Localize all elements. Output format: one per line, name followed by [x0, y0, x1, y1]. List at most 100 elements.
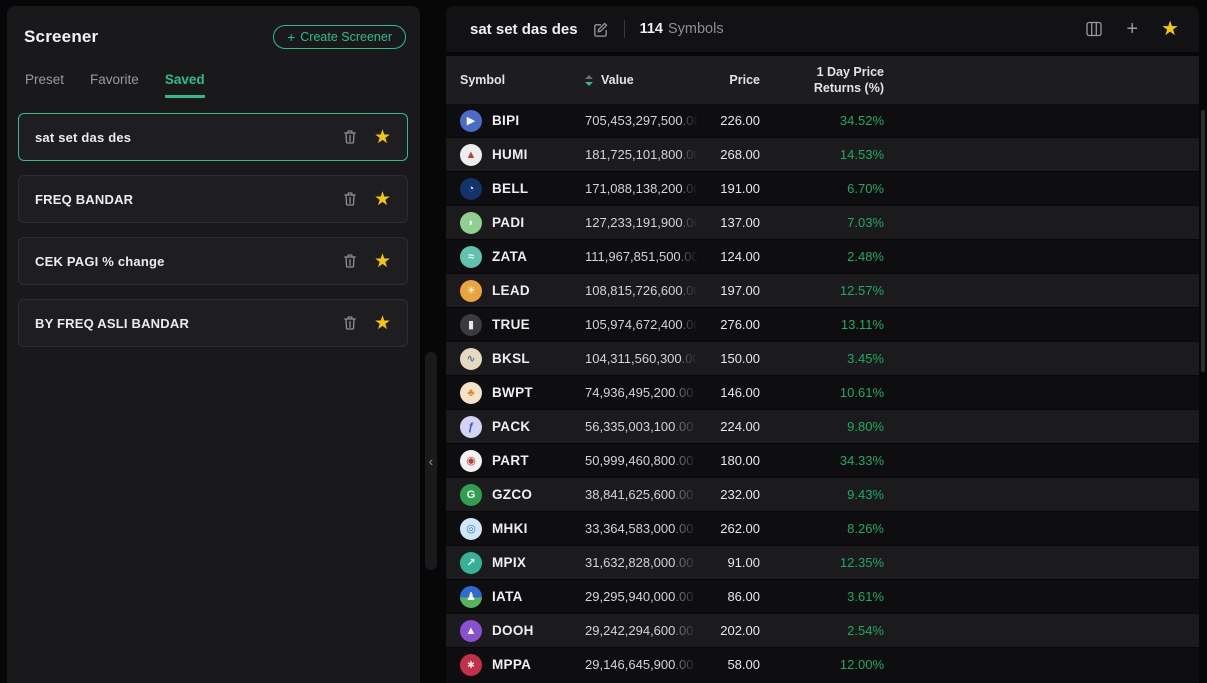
price-cell: 268.00 — [720, 147, 760, 162]
symbol-name: TRUE — [492, 317, 530, 332]
screener-tabs: Preset Favorite Saved — [7, 49, 420, 98]
favorite-star-icon[interactable]: ★ — [373, 126, 391, 148]
sidebar-collapse-handle[interactable]: ‹ — [425, 352, 437, 570]
value-cell: 29,295,940,000.00 — [585, 580, 697, 613]
value-cell: 111,967,851,500.00 — [585, 240, 697, 273]
screener-item-label: sat set das des — [35, 129, 132, 145]
value-cell: 705,453,297,500.00 — [585, 104, 697, 137]
symbol-name: PART — [492, 453, 529, 468]
favorite-star-icon[interactable]: ★ — [373, 312, 391, 334]
symbol-logo-icon: ∗ — [460, 653, 482, 676]
symbol-cell: ♣ BWPT — [460, 376, 533, 409]
symbol-cell: ◉ PART — [460, 444, 529, 477]
symbol-cell: ◔ BELL — [460, 172, 528, 205]
favorite-star-icon[interactable]: ★ — [1161, 18, 1179, 40]
table-row[interactable]: ◉ PART 50,999,460,800.00 180.00 34.33% — [446, 444, 1199, 478]
table-row[interactable]: ▲ HUMI 181,725,101,800.00 268.00 14.53% — [446, 138, 1199, 172]
symbol-name: MHKI — [492, 521, 528, 536]
table-row[interactable]: ∗ MPPA 29,146,645,900.00 58.00 12.00% — [446, 648, 1199, 682]
favorite-star-icon[interactable]: ★ — [373, 250, 391, 272]
saved-screener-item[interactable]: sat set das des ★ — [18, 113, 408, 161]
symbols-label: Symbols — [667, 21, 724, 37]
table-row[interactable]: G GZCO 38,841,625,600.00 232.00 9.43% — [446, 478, 1199, 512]
delete-screener-button[interactable] — [342, 129, 358, 145]
value-cell: 50,999,460,800.00 — [585, 444, 697, 477]
saved-screener-item[interactable]: CEK PAGI % change ★ — [18, 237, 408, 285]
chevron-left-icon: ‹ — [428, 453, 434, 469]
saved-screener-item[interactable]: FREQ BANDAR ★ — [18, 175, 408, 223]
scrollbar-thumb[interactable] — [1201, 110, 1205, 372]
tab-preset[interactable]: Preset — [25, 72, 65, 87]
price-cell: 150.00 — [720, 351, 760, 366]
manage-columns-button[interactable] — [1085, 20, 1103, 38]
table-row[interactable]: ◗ PADI 127,233,191,900.00 137.00 7.03% — [446, 206, 1199, 240]
change-cell: 10.61% — [839, 385, 884, 400]
price-cell: 224.00 — [720, 419, 760, 434]
tab-saved[interactable]: Saved — [164, 72, 205, 98]
price-cell: 86.00 — [727, 589, 760, 604]
value-cell: 105,974,672,400.00 — [585, 308, 697, 341]
change-cell: 34.52% — [839, 113, 884, 128]
header-divider — [623, 20, 625, 38]
saved-screener-item[interactable]: BY FREQ ASLI BANDAR ★ — [18, 299, 408, 347]
symbol-logo-icon: ♟ — [460, 585, 482, 608]
create-screener-label: Create Screener — [300, 30, 392, 44]
value-integer: 171,088,138,200 — [585, 181, 683, 196]
table-row[interactable]: ◔ BELL 171,088,138,200.00 191.00 6.70% — [446, 172, 1199, 206]
screener-list: sat set das des ★ FREQ BANDAR ★ CEK PAGI… — [7, 98, 420, 347]
symbol-logo-icon: G — [460, 483, 482, 506]
delete-screener-button[interactable] — [342, 253, 358, 269]
table-row[interactable]: ↗ MPIX 31,632,828,000.00 91.00 12.35% — [446, 546, 1199, 580]
table-row[interactable]: ♟ IATA 29,295,940,000.00 86.00 3.61% — [446, 580, 1199, 614]
symbol-cell: ƒ PACK — [460, 410, 530, 443]
table-row[interactable]: ≈ ZATA 111,967,851,500.00 124.00 2.48% — [446, 240, 1199, 274]
symbol-name: PACK — [492, 419, 531, 434]
add-button[interactable]: + — [1126, 18, 1139, 40]
create-screener-button[interactable]: + Create Screener — [273, 25, 406, 49]
edit-screener-button[interactable] — [592, 21, 609, 38]
value-integer: 31,632,828,000 — [585, 555, 676, 570]
value-cell: 74,936,495,200.00 — [585, 376, 697, 409]
symbol-cell: ▲ DOOH — [460, 614, 534, 647]
table-row[interactable]: ♣ BWPT 74,936,495,200.00 146.00 10.61% — [446, 376, 1199, 410]
delete-screener-button[interactable] — [342, 315, 358, 331]
table-row[interactable]: ∿ BKSL 104,311,560,300.00 150.00 3.45% — [446, 342, 1199, 376]
tab-favorite[interactable]: Favorite — [90, 72, 139, 87]
symbol-name: DOOH — [492, 623, 534, 638]
value-cell: 29,242,294,600.00 — [585, 614, 697, 647]
column-header-value[interactable]: Value — [585, 56, 634, 104]
table-row[interactable]: ▮ TRUE 105,974,672,400.00 276.00 13.11% — [446, 308, 1199, 342]
value-integer: 50,999,460,800 — [585, 453, 676, 468]
table-row[interactable]: ƒ PACK 56,335,003,100.00 224.00 9.80% — [446, 410, 1199, 444]
table-row[interactable]: ◎ MHKI 33,364,583,000.00 262.00 8.26% — [446, 512, 1199, 546]
results-header: sat set das des 114 Symbols + ★ — [446, 6, 1199, 56]
delete-screener-button[interactable] — [342, 191, 358, 207]
change-cell: 12.35% — [839, 555, 884, 570]
symbol-cell: ▶ BIPI — [460, 104, 519, 137]
value-integer: 33,364,583,000 — [585, 521, 676, 536]
table-row[interactable]: ▶ BIPI 705,453,297,500.00 226.00 34.52% — [446, 104, 1199, 138]
symbol-logo-icon: ↗ — [460, 551, 482, 574]
change-cell: 7.03% — [847, 215, 884, 230]
screener-title: sat set das des — [470, 20, 578, 38]
symbol-name: PADI — [492, 215, 525, 230]
price-cell: 58.00 — [727, 657, 760, 672]
price-cell: 202.00 — [720, 623, 760, 638]
symbol-logo-icon: ▲ — [460, 143, 482, 166]
symbol-logo-icon: ◎ — [460, 517, 482, 540]
price-cell: 124.00 — [720, 249, 760, 264]
sidebar-title: Screener — [24, 27, 99, 46]
value-cell: 33,364,583,000.00 — [585, 512, 697, 545]
value-integer: 29,146,645,900 — [585, 657, 676, 672]
table-row[interactable]: ☀ LEAD 108,815,726,600.00 197.00 12.57% — [446, 274, 1199, 308]
favorite-star-icon[interactable]: ★ — [373, 188, 391, 210]
change-cell: 2.54% — [847, 623, 884, 638]
price-cell: 137.00 — [720, 215, 760, 230]
symbol-logo-icon: ∿ — [460, 347, 482, 370]
screener-item-label: CEK PAGI % change — [35, 253, 165, 269]
change-cell: 12.57% — [839, 283, 884, 298]
sort-icon — [585, 74, 593, 86]
value-cell: 29,146,645,900.00 — [585, 648, 697, 681]
symbol-name: MPPA — [492, 657, 532, 672]
table-row[interactable]: ▲ DOOH 29,242,294,600.00 202.00 2.54% — [446, 614, 1199, 648]
